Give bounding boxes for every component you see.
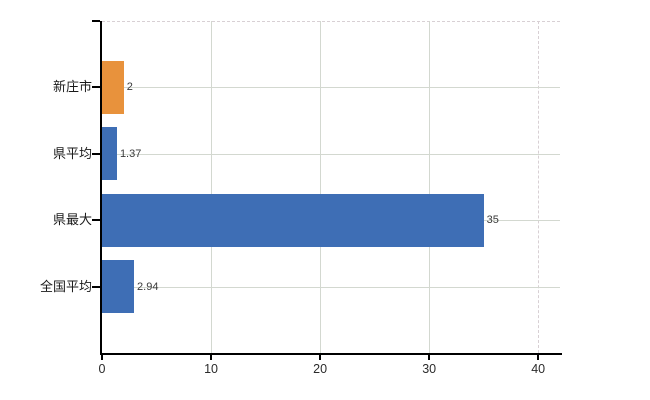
x-tick-label: 30 — [422, 362, 437, 376]
gridline-horizontal — [102, 153, 560, 155]
y-axis-tick — [92, 285, 100, 288]
gridline-horizontal — [102, 286, 560, 288]
x-axis-tick — [210, 355, 212, 360]
x-tick-label: 40 — [531, 362, 546, 376]
category-label: 新庄市 — [52, 79, 92, 95]
gridline-horizontal — [102, 87, 560, 89]
category-label: 県平均 — [52, 145, 92, 161]
bar-value-label: 1.37 — [119, 147, 142, 160]
y-axis-tick — [92, 86, 100, 89]
y-axis-tick — [92, 219, 100, 222]
x-tick-label: 0 — [98, 362, 106, 376]
gridline-vertical — [429, 21, 431, 353]
x-axis-tick — [319, 355, 321, 360]
x-tick-label: 20 — [313, 362, 328, 376]
y-axis — [100, 21, 102, 355]
bar-value-label: 2.94 — [137, 280, 159, 293]
bar — [102, 60, 124, 114]
bar — [102, 127, 117, 181]
bar-value-label: 2 — [126, 81, 133, 94]
bar — [102, 193, 484, 247]
bar-value-label: 35 — [486, 214, 499, 227]
x-axis — [100, 353, 562, 355]
gridline-vertical — [211, 21, 213, 353]
category-label: 県最大 — [52, 212, 92, 228]
y-axis-tick — [92, 152, 100, 155]
x-axis-tick — [537, 355, 539, 360]
y-axis-tick — [92, 20, 100, 22]
plot-top-border — [102, 21, 560, 22]
x-axis-tick — [428, 355, 430, 360]
x-axis-tick — [101, 355, 103, 360]
bar — [102, 260, 135, 314]
gridline-vertical-dashed — [538, 21, 540, 353]
x-tick-label: 10 — [204, 362, 218, 376]
gridline-vertical — [320, 21, 322, 353]
category-label: 全国平均 — [39, 278, 92, 294]
